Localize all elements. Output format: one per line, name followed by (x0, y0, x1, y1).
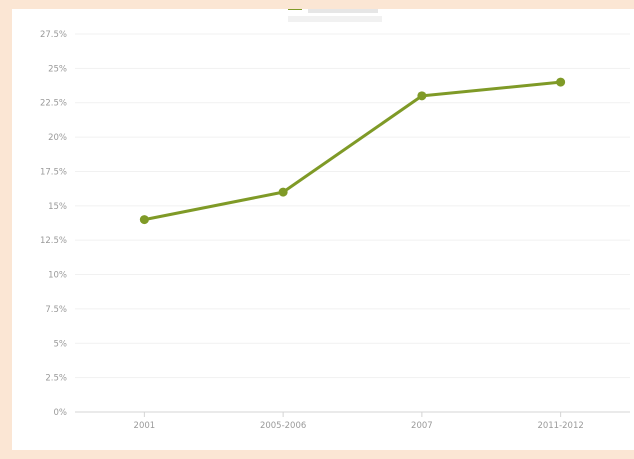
data-point[interactable] (139, 215, 149, 225)
y-tick-label: 22.5% (40, 99, 67, 109)
y-tick-label: 2.5% (45, 374, 67, 384)
y-tick-label: 17.5% (40, 167, 67, 177)
data-point[interactable] (417, 91, 427, 101)
y-tick-label: 10% (48, 271, 67, 281)
series-line (142, 80, 563, 222)
y-tick-label: 5% (54, 339, 68, 349)
legend-series-label-underline (288, 16, 382, 22)
y-tick-label: 20% (48, 133, 67, 143)
data-point[interactable] (278, 187, 288, 197)
y-tick-label: 25% (48, 64, 67, 74)
legend-series-label (308, 9, 378, 13)
y-tick-label: 0% (54, 408, 68, 418)
x-tick-label: 2005-2006 (260, 421, 306, 431)
x-tick-label: 2007 (411, 421, 433, 431)
chart-legend (288, 9, 382, 22)
y-tick-label: 15% (48, 202, 67, 212)
line-chart: 0% 2.5% 5% 7.5% 10% 12.5% 15% 17.5% 20% 22.5% 25% 2… (40, 9, 630, 431)
x-tick-label: 2001 (134, 421, 156, 431)
data-point[interactable] (556, 77, 566, 87)
chart-frame: 0% 2.5% 5% 7.5% 10% 12.5% 15% 17.5% 20% 22.5% 25% 2… (12, 9, 634, 450)
y-tick-label: 27.5% (40, 30, 67, 40)
y-tick-label: 7.5% (45, 305, 67, 315)
x-tick-label: 2011-2012 (537, 421, 583, 431)
y-tick-label: 12.5% (40, 236, 67, 246)
